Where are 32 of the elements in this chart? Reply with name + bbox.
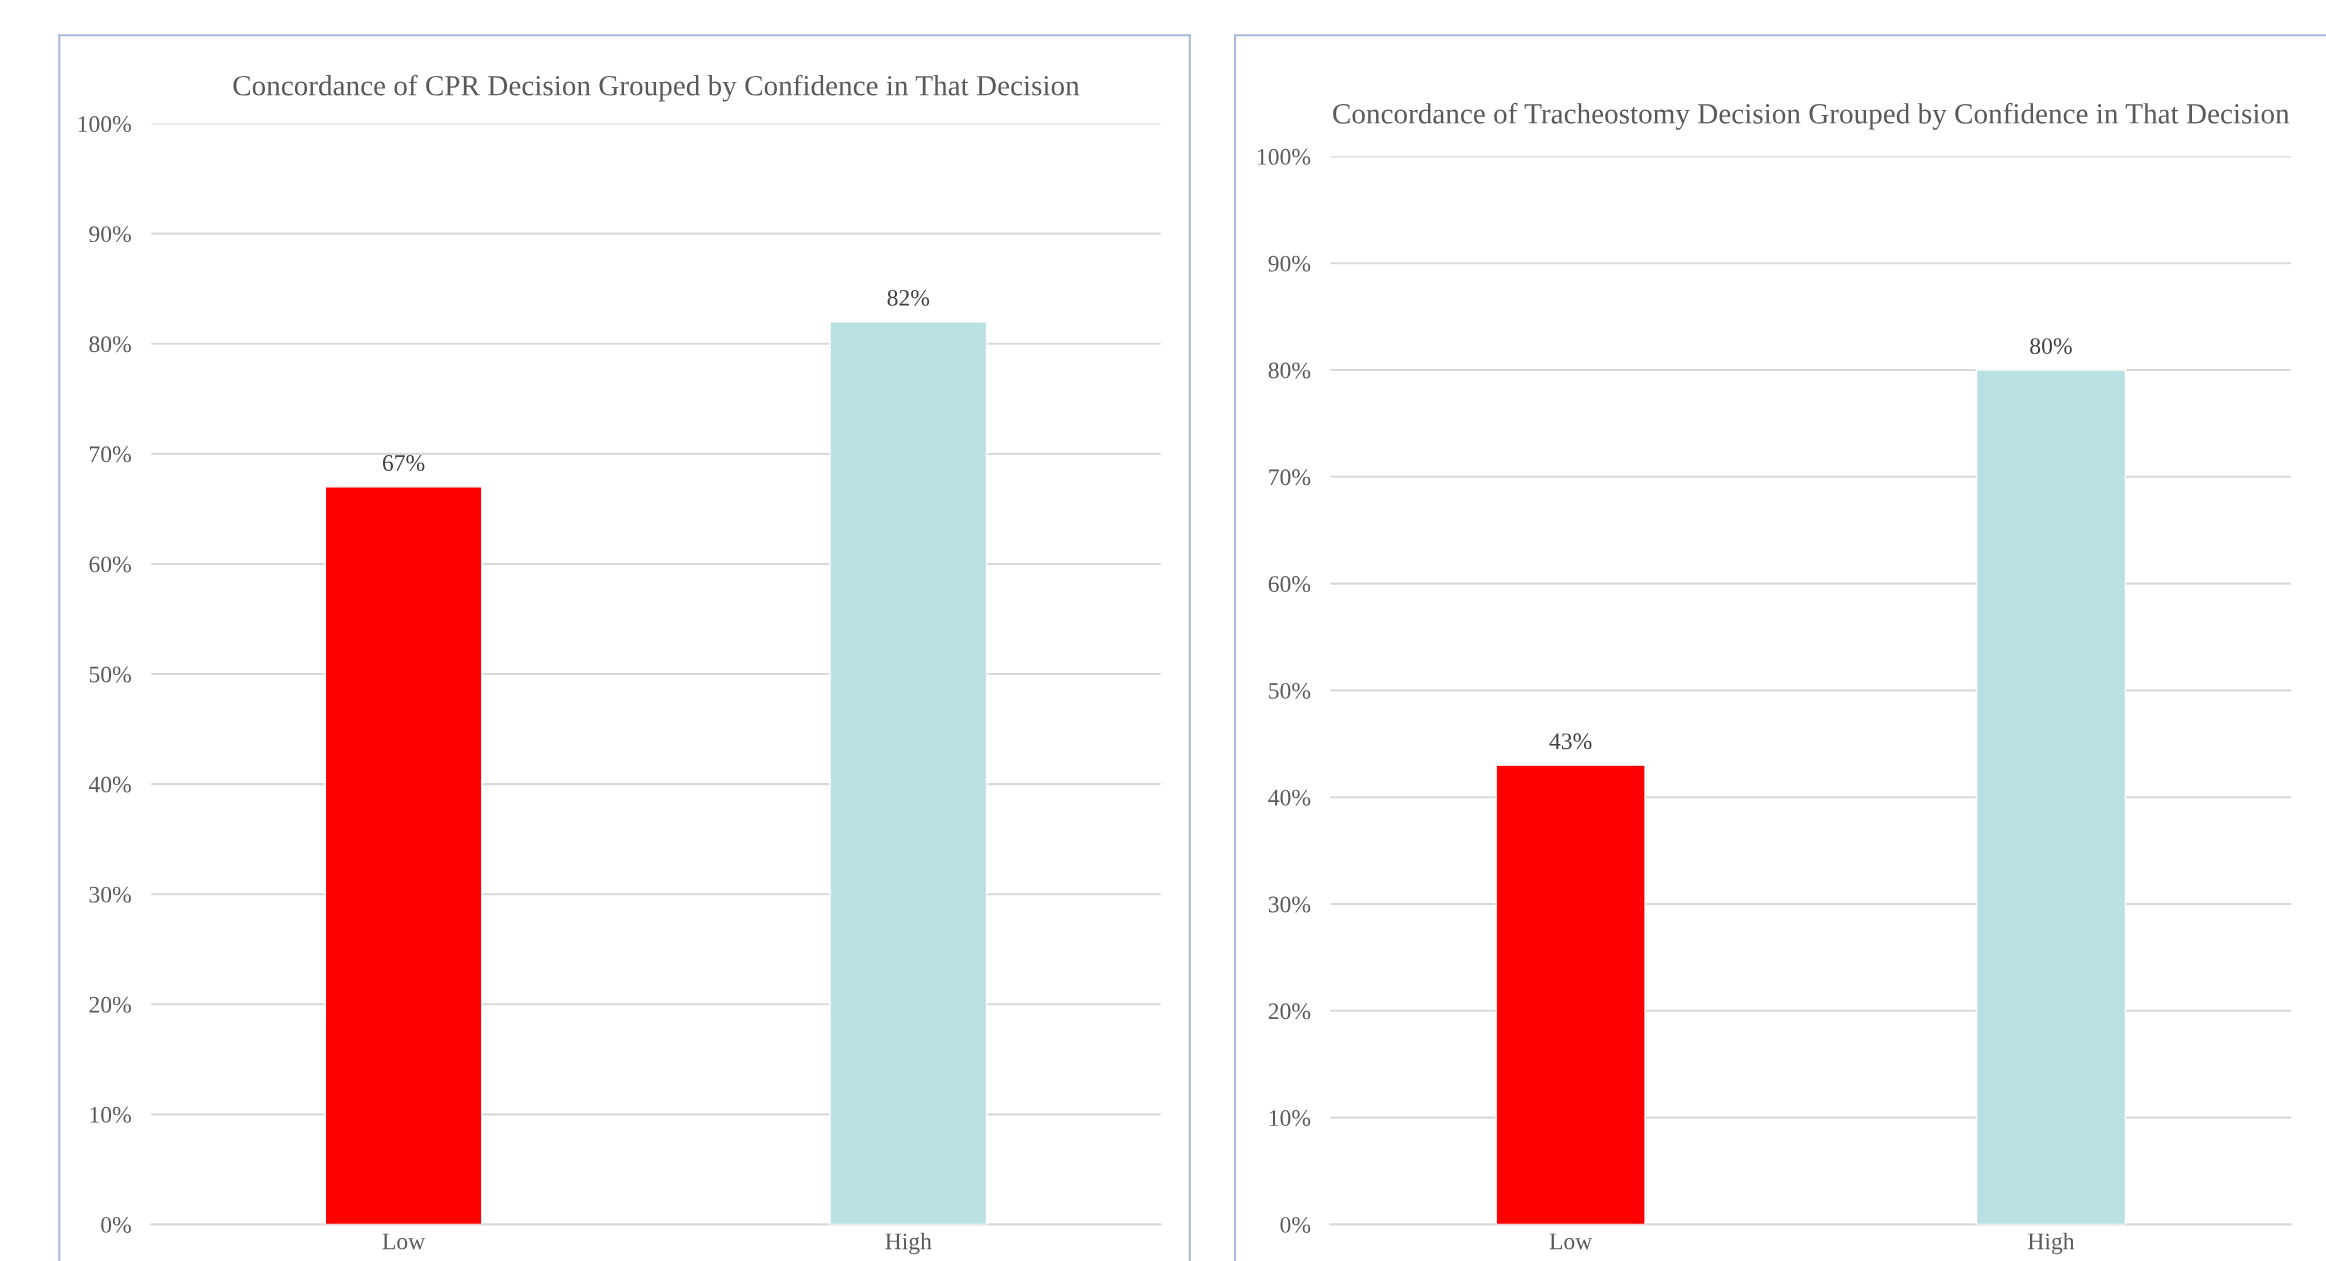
y-tick-label: 60%	[1268, 576, 1311, 593]
data-label: 82%	[887, 289, 930, 306]
y-tick-label: 80%	[89, 336, 131, 353]
y-tick-label: 70%	[90, 446, 131, 463]
y-tick-label: 0%	[101, 1216, 131, 1233]
y-tick-label: 60%	[89, 556, 131, 573]
y-tick-label: 80%	[1268, 362, 1311, 379]
y-tick-label: 0%	[1280, 1216, 1311, 1233]
chart-title: Concordance of CPR Decision Grouped by Confidence in That Decision	[233, 74, 1080, 102]
y-tick-label: 10%	[1269, 1110, 1311, 1127]
y-tick-label: 90%	[89, 226, 131, 243]
y-tick-label: 90%	[1268, 255, 1311, 272]
x-tick-label: Low	[1549, 1233, 1593, 1250]
y-tick-label: 100%	[1258, 148, 1311, 165]
x-tick-label: High	[2028, 1232, 2075, 1255]
x-tick-label: Low	[382, 1233, 426, 1250]
y-tick-label: 100%	[78, 116, 131, 133]
y-tick-label: 70%	[1269, 469, 1311, 486]
y-tick-label: 10%	[90, 1106, 131, 1123]
chart-title: Concordance of Tracheostomy Decision Grouped by Confidence in That Decision	[1333, 102, 2290, 130]
y-tick-label: 30%	[89, 886, 131, 903]
data-label: 80%	[2030, 338, 2072, 355]
x-tick-label: High	[885, 1232, 932, 1255]
data-label: 43%	[1549, 733, 1592, 750]
y-tick-label: 20%	[1268, 1003, 1311, 1020]
data-label: 67%	[382, 455, 425, 472]
y-tick-label: 40%	[1268, 789, 1311, 806]
y-tick-label: 50%	[1269, 682, 1311, 699]
y-tick-label: 20%	[89, 996, 131, 1013]
y-tick-label: 30%	[1268, 896, 1311, 913]
y-tick-label: 40%	[88, 776, 131, 793]
y-tick-label: 50%	[89, 666, 131, 683]
